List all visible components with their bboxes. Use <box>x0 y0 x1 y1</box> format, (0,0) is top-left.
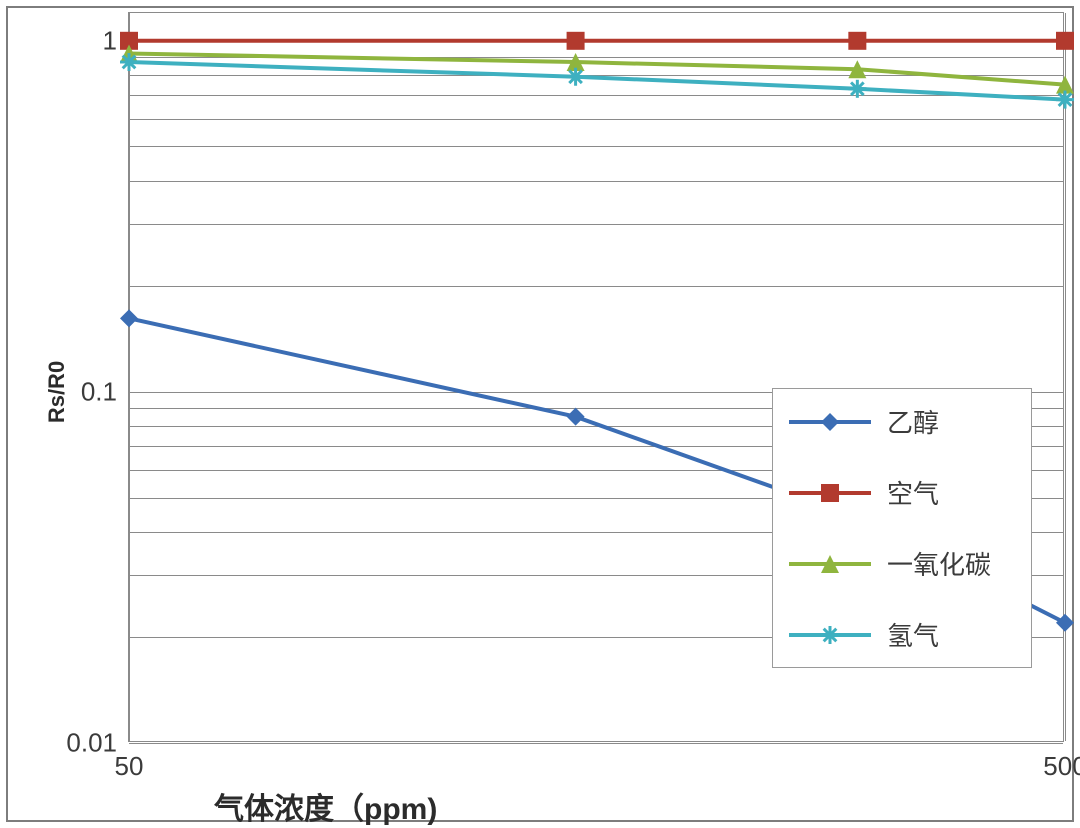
gridline-vertical <box>1065 13 1066 741</box>
legend-swatch-icon <box>789 407 871 437</box>
series-marker-air <box>1056 32 1074 50</box>
legend-label: 氢气 <box>887 616 939 653</box>
x-axis-label: 气体浓度（ppm) <box>214 784 437 828</box>
legend-swatch-icon <box>789 620 871 650</box>
legend-item-co: 一氧化碳 <box>789 545 1013 582</box>
series-marker-h2 <box>848 80 866 98</box>
series-marker-ethanol <box>567 408 585 426</box>
legend: 乙醇空气一氧化碳氢气 <box>772 388 1032 668</box>
legend-label: 一氧化碳 <box>887 545 991 582</box>
x-tick-label: 500 <box>1043 741 1080 782</box>
series-marker-air <box>567 32 585 50</box>
y-tick-label: 0.1 <box>81 376 129 407</box>
y-axis-label: Rs/R0 <box>44 360 70 422</box>
series-line-h2 <box>129 62 1065 100</box>
series-line-co <box>129 54 1065 85</box>
legend-item-h2: 氢气 <box>789 616 1013 653</box>
legend-item-air: 空气 <box>789 474 1013 511</box>
gridline-major <box>129 743 1063 744</box>
legend-item-ethanol: 乙醇 <box>789 403 1013 440</box>
legend-swatch-icon <box>789 549 871 579</box>
chart-frame: 0.010.1150500 乙醇空气一氧化碳氢气 Rs/R0 气体浓度（ppm) <box>6 6 1074 822</box>
series-marker-ethanol <box>120 309 138 327</box>
series-marker-ethanol <box>1056 614 1074 632</box>
series-marker-air <box>848 32 866 50</box>
legend-label: 乙醇 <box>887 403 939 440</box>
legend-label: 空气 <box>887 474 939 511</box>
legend-swatch-icon <box>789 478 871 508</box>
x-tick-label: 50 <box>115 741 144 782</box>
